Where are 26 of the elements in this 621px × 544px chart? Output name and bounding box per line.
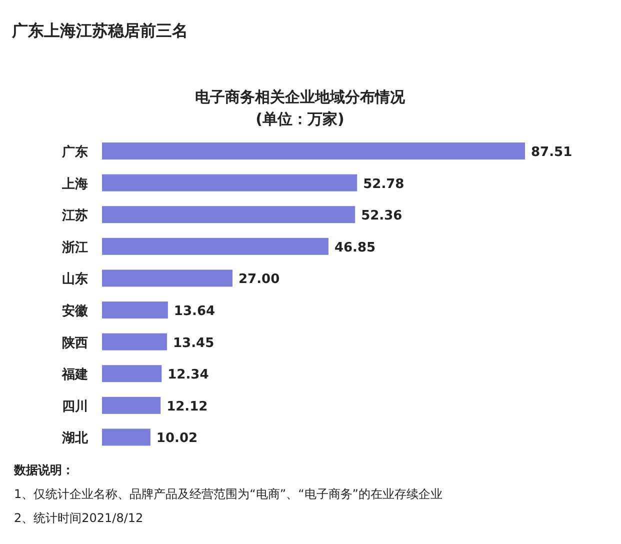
value-label: 12.34 xyxy=(168,368,209,383)
value-label: 46.85 xyxy=(334,240,376,256)
value-label: 12.12 xyxy=(166,399,208,414)
value-label: 13.45 xyxy=(173,336,214,351)
annotation: 1、仅统计企业名称、品牌产品及经营范围为“电商”、“电子商务”的在业存续企业 xyxy=(14,487,443,501)
category-label: 安徽 xyxy=(62,304,88,319)
category-label: 四川 xyxy=(62,399,88,414)
value-label: 27.00 xyxy=(238,272,280,288)
subtitle: 电子商务相关企业地域分布情况 xyxy=(195,88,405,106)
value-label: 87.51 xyxy=(531,145,572,160)
annotation: 2、统计时间2021/8/12 xyxy=(14,511,144,525)
value-label: 52.78 xyxy=(363,176,404,192)
value-label: 13.64 xyxy=(174,304,216,319)
category-label: 上海 xyxy=(62,176,88,192)
category-label: 湖北 xyxy=(62,431,88,446)
category-label: 浙江 xyxy=(62,240,88,256)
category-label: 福建 xyxy=(62,368,88,383)
category-label: 广东 xyxy=(62,145,88,160)
value-label: 52.36 xyxy=(361,208,402,224)
subtitle: (单位：万家) xyxy=(256,110,344,128)
title: 广东上海江苏稳居前三名 xyxy=(12,21,188,40)
category-label: 山东 xyxy=(62,272,88,288)
category-label: 陕西 xyxy=(62,336,88,351)
category-label: 江苏 xyxy=(62,208,88,224)
value-label: 10.02 xyxy=(156,431,198,446)
annotation: 数据说明： xyxy=(14,463,74,477)
